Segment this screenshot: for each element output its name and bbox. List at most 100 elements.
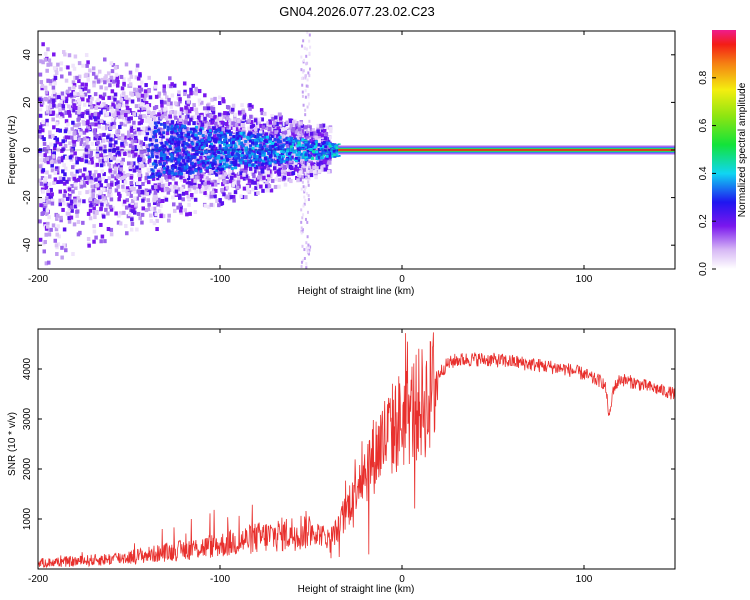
heatmap-cell	[55, 232, 59, 237]
heatmap-cell	[174, 154, 179, 159]
heatmap-cell	[179, 107, 184, 112]
heatmap-cell	[272, 166, 277, 171]
heatmap-cell	[323, 167, 328, 172]
heatmap-cell	[270, 134, 274, 138]
heatmap-cell	[155, 149, 159, 153]
heatmap-cell	[230, 141, 234, 145]
heatmap-cell	[277, 155, 281, 159]
heatmap-cell	[289, 150, 293, 154]
heatmap-cell	[129, 175, 134, 180]
heatmap-x-tick-label: -100	[210, 274, 230, 285]
heatmap-cell	[82, 142, 87, 147]
heatmap-cell	[227, 159, 232, 164]
heatmap-cell	[216, 169, 221, 174]
heatmap-cell	[162, 170, 166, 174]
heatmap-cell	[224, 129, 228, 133]
heatmap-cell	[155, 124, 159, 128]
heatmap-cell	[300, 76, 303, 80]
heatmap-cell	[309, 173, 314, 178]
heatmap-cell	[288, 140, 292, 144]
heatmap-cell	[128, 70, 133, 75]
heatmap-cell	[143, 93, 148, 98]
heatmap-cell	[75, 75, 79, 80]
heatmap-cell	[153, 134, 158, 139]
heatmap-cell	[128, 82, 133, 87]
heatmap-cell	[53, 171, 58, 176]
heatmap-cell	[157, 93, 161, 98]
heatmap-cell	[206, 106, 211, 111]
heatmap-cell	[159, 99, 164, 104]
heatmap-cell	[225, 157, 229, 161]
heatmap-cell	[143, 190, 147, 195]
heatmap-cell	[148, 137, 152, 141]
heatmap-cell	[164, 163, 168, 168]
heatmap-cell	[213, 115, 217, 120]
heatmap-cell	[248, 159, 252, 163]
heatmap-cell	[101, 96, 105, 101]
heatmap-cell	[278, 157, 282, 161]
heatmap-cell	[232, 149, 236, 153]
heatmap-cell	[304, 89, 307, 93]
heatmap-cell	[211, 106, 216, 111]
heatmap-cell	[253, 152, 257, 156]
heatmap-cell	[142, 96, 147, 101]
heatmap-cell	[57, 103, 62, 108]
heatmap-cell	[319, 156, 323, 160]
heatmap-cell	[168, 110, 173, 115]
heatmap-cell	[39, 59, 43, 64]
heatmap-cell	[100, 234, 105, 239]
heatmap-cell	[131, 145, 135, 150]
heatmap-cell	[94, 201, 99, 206]
heatmap-cell	[328, 129, 333, 134]
heatmap-cell	[163, 107, 167, 112]
heatmap-cell	[96, 98, 100, 103]
heatmap-cell	[101, 106, 105, 111]
heatmap-cell	[73, 204, 78, 209]
heatmap-cell	[59, 61, 64, 66]
heatmap-cell	[240, 164, 245, 169]
heatmap-cell	[196, 158, 200, 162]
heatmap-cell	[187, 159, 191, 163]
heatmap-cell	[161, 214, 166, 219]
heatmap-cell	[104, 86, 108, 91]
heatmap-cell	[38, 178, 43, 183]
heatmap-cell	[224, 134, 228, 138]
heatmap-cell	[225, 105, 230, 110]
heatmap-cell	[228, 192, 232, 197]
heatmap-cell	[41, 168, 46, 173]
heatmap-cell	[64, 110, 68, 115]
heatmap-cell	[115, 75, 120, 80]
heatmap-cell	[138, 177, 142, 182]
heatmap-cell	[90, 160, 94, 165]
heatmap-cell	[219, 127, 223, 132]
heatmap-cells	[38, 31, 675, 269]
heatmap-cell	[109, 207, 114, 212]
heatmap-cell	[88, 216, 93, 221]
heatmap-cell	[208, 144, 212, 148]
heatmap-cell	[168, 144, 172, 148]
heatmap-cell	[108, 168, 112, 173]
heatmap-cell	[114, 211, 118, 216]
heatmap-cell	[124, 142, 129, 147]
heatmap-cell	[168, 182, 172, 187]
heatmap-cell	[97, 103, 102, 108]
heatmap-cell	[187, 175, 191, 180]
heatmap-cell	[316, 129, 320, 134]
heatmap-cell	[173, 184, 177, 189]
heatmap-cell	[224, 145, 228, 149]
heatmap-cell	[185, 212, 189, 217]
heatmap-cell	[211, 110, 216, 115]
heatmap-cell	[271, 132, 275, 137]
heatmap-cell	[85, 172, 89, 177]
heatmap-cell	[328, 126, 333, 131]
heatmap-cell	[120, 86, 125, 91]
heatmap-cell	[278, 140, 282, 144]
heatmap-cell	[85, 190, 89, 195]
heatmap-cell	[138, 143, 143, 148]
heatmap-cell	[39, 199, 43, 204]
heatmap-cell	[319, 160, 324, 165]
heatmap-cell	[108, 164, 113, 169]
heatmap-cell	[56, 224, 60, 229]
heatmap-cell	[213, 162, 217, 166]
